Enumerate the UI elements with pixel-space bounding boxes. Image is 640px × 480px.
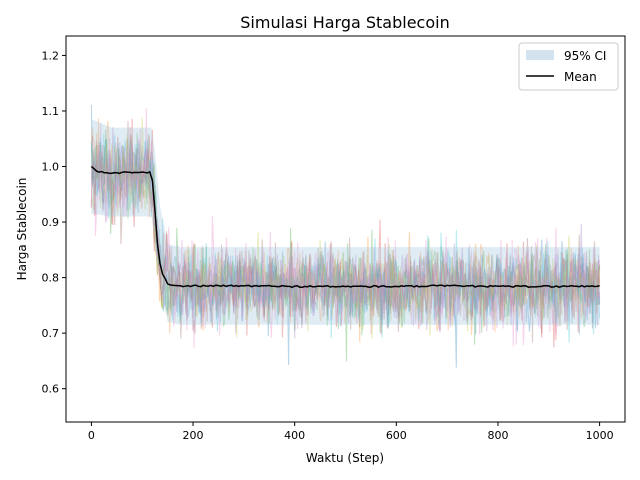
plot-frame [65, 35, 626, 423]
y-tick-label: 1.1 [42, 105, 60, 118]
simulation-path [90, 133, 601, 343]
x-tick-label: 1000 [586, 429, 614, 442]
simulation-path [90, 117, 601, 339]
x-axis-label: Waktu (Step) [306, 451, 384, 465]
y-tick-label: 0.8 [42, 272, 60, 285]
simulation-path [90, 127, 601, 339]
legend-mean-label: Mean [564, 70, 597, 84]
x-tick-label: 200 [183, 429, 204, 442]
simulation-path [90, 118, 601, 343]
mean-line [90, 165, 600, 289]
x-tick-label: 600 [386, 429, 407, 442]
ci-band-group [91, 119, 600, 325]
legend-ci-label: 95% CI [564, 49, 606, 63]
y-axis: 0.6 0.7 0.8 0.9 1.0 1.1 1.2 [42, 49, 66, 396]
legend-ci-swatch [526, 50, 554, 60]
y-tick-label: 0.7 [42, 327, 60, 340]
simulation-path [90, 138, 601, 349]
simulation-path [90, 129, 601, 362]
y-axis-label: Harga Stablecoin [15, 178, 29, 281]
ci-band [91, 119, 600, 325]
simulation-path [90, 104, 601, 368]
x-tick-label: 400 [284, 429, 305, 442]
simulation-paths [90, 104, 601, 368]
y-tick-label: 1.0 [42, 161, 60, 174]
y-tick-label: 0.9 [42, 216, 60, 229]
x-tick-label: 800 [487, 429, 508, 442]
x-tick-label: 0 [88, 429, 95, 442]
mean-line-group [90, 165, 600, 289]
legend: 95% CI Mean [518, 42, 619, 91]
y-tick-label: 1.2 [42, 49, 60, 62]
simulation-path [90, 118, 601, 348]
x-axis: 0 200 400 600 800 1000 [88, 422, 614, 442]
y-tick-label: 0.6 [42, 383, 60, 396]
chart-title: Simulasi Harga Stablecoin [240, 13, 449, 32]
simulation-path [90, 108, 601, 345]
